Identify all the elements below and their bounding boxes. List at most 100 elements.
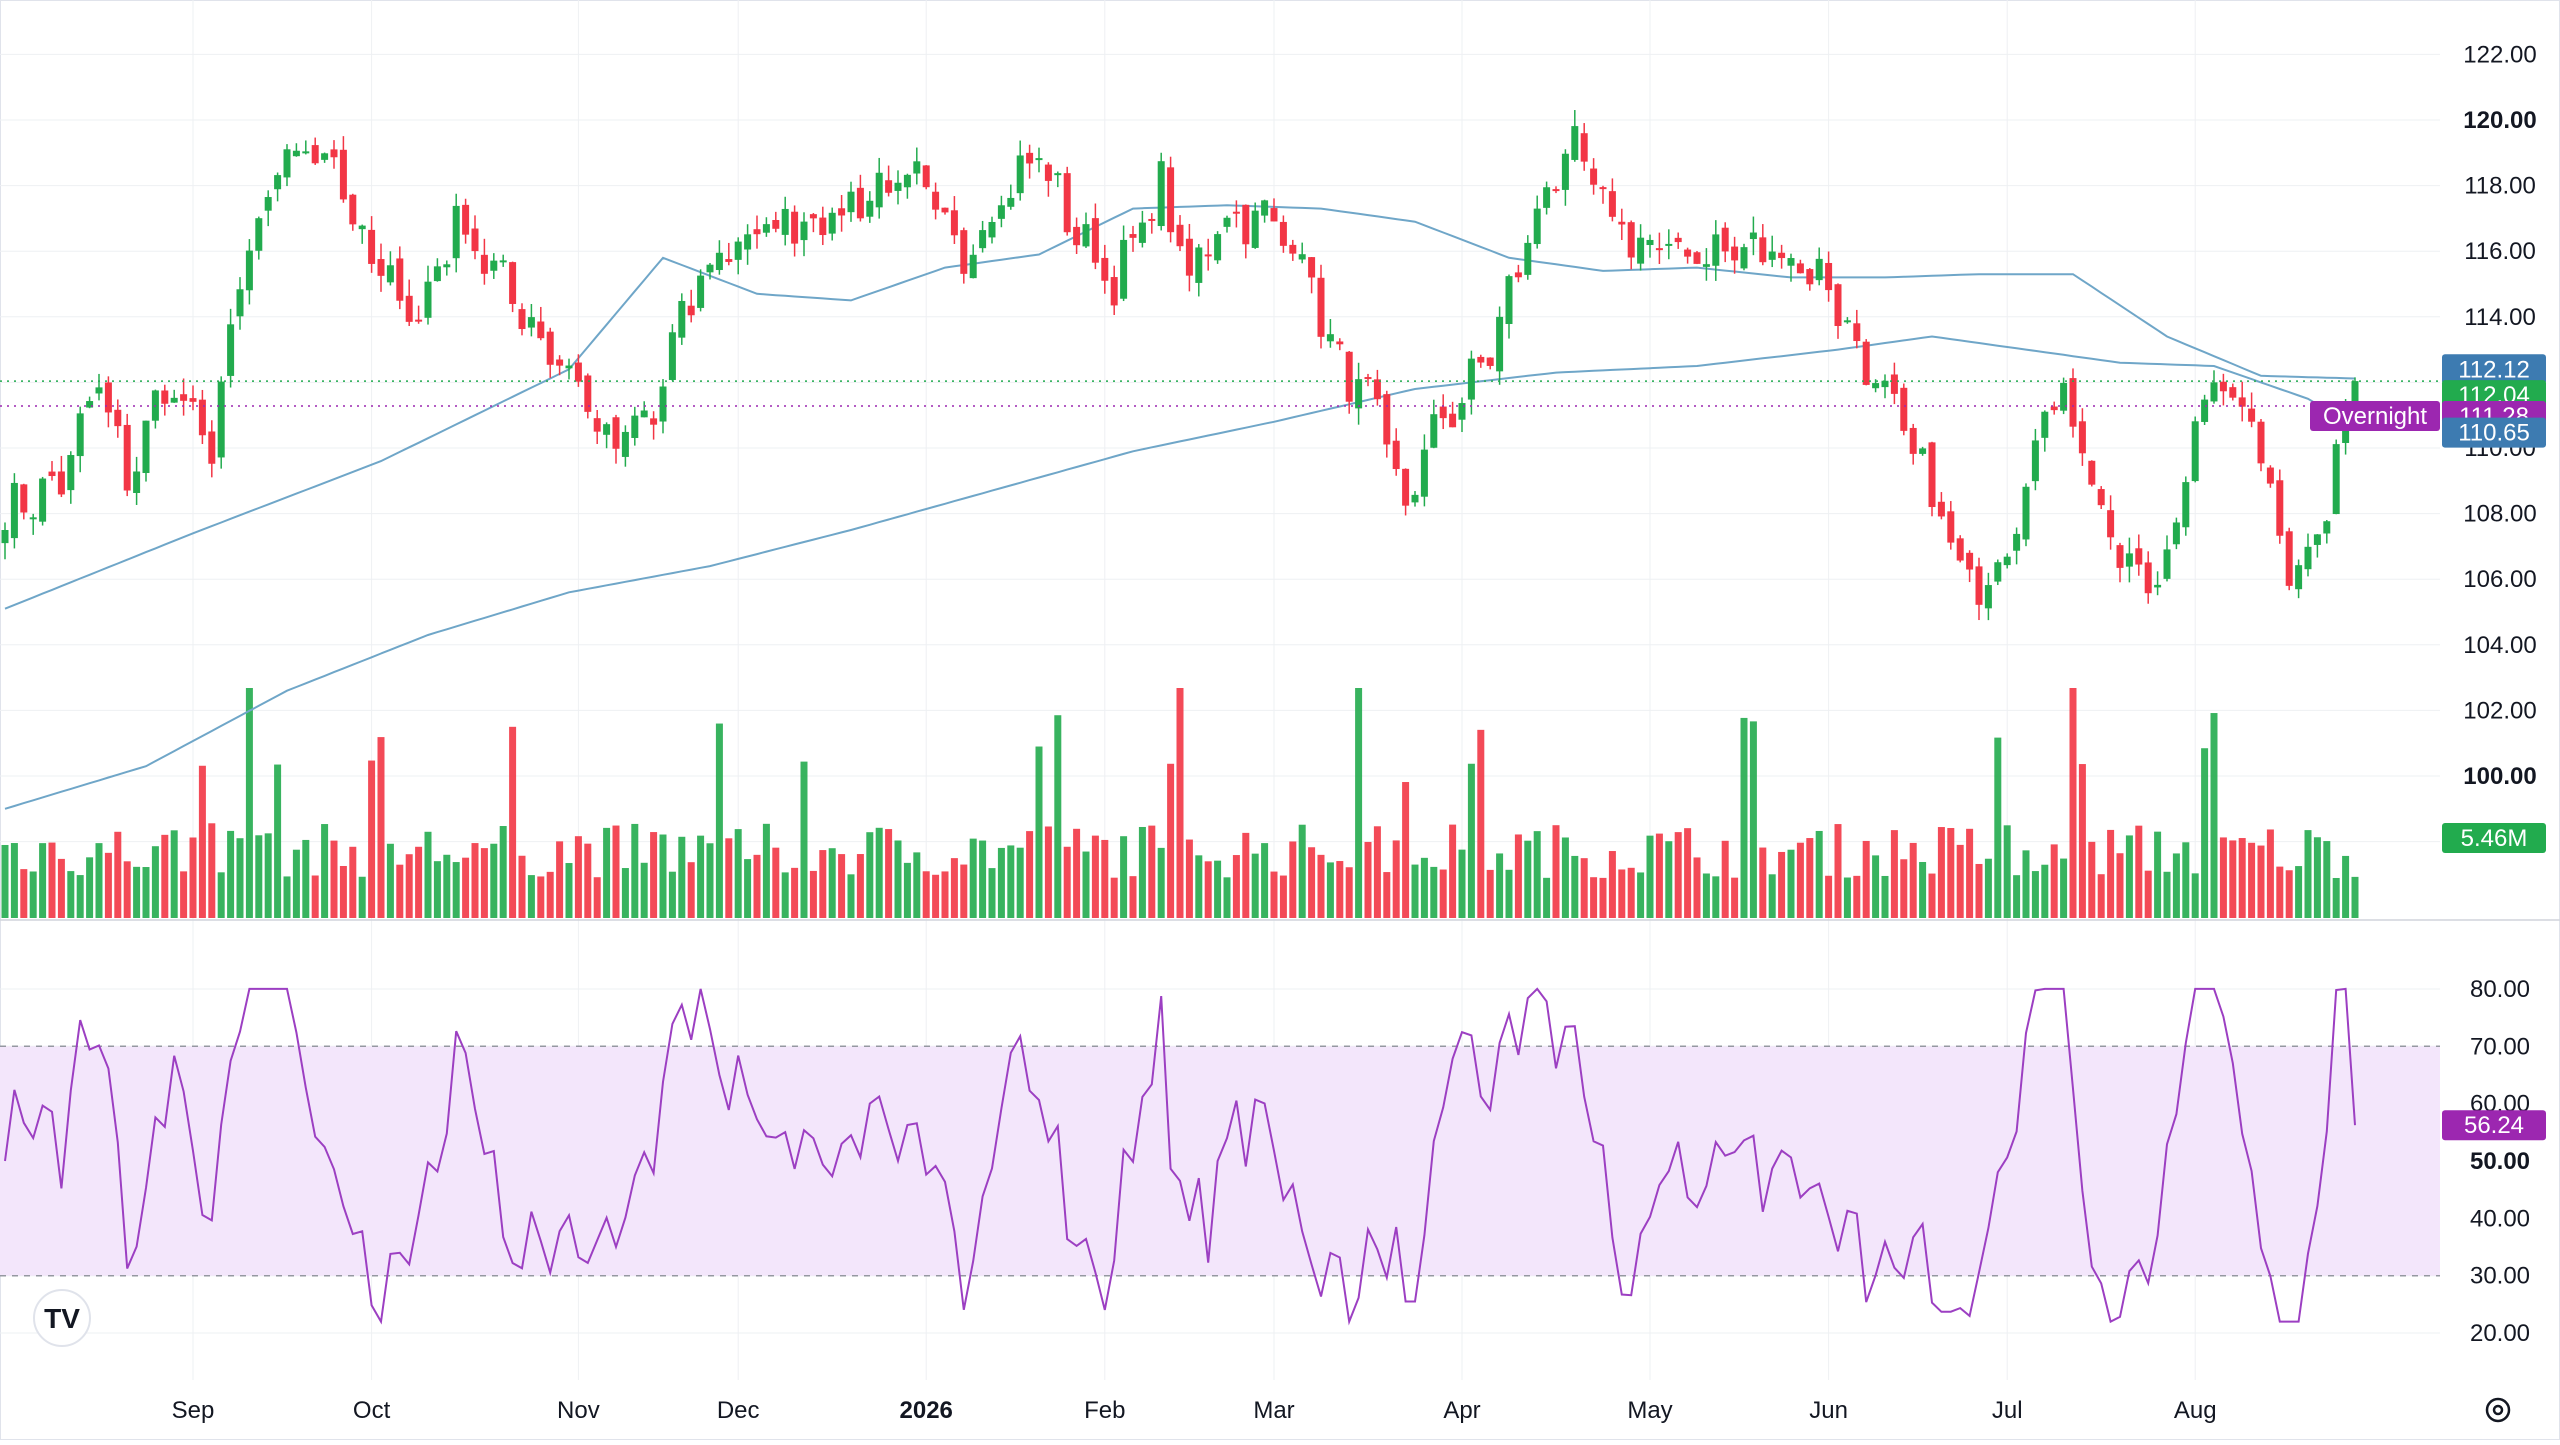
candle-body <box>396 258 404 301</box>
volume-bar <box>1261 843 1269 918</box>
volume-bar <box>1580 858 1588 918</box>
candle-body <box>2238 397 2246 407</box>
volume-bar <box>76 875 84 918</box>
candle-body <box>1947 511 1955 543</box>
candle-body <box>772 220 780 229</box>
candle-body <box>161 390 169 404</box>
volume-bar <box>142 867 150 918</box>
candle-body <box>1449 413 1457 428</box>
volume-bar <box>2323 841 2331 918</box>
candle-body <box>1655 248 1663 251</box>
candle-body <box>725 259 733 262</box>
time-tick-label: Feb <box>1084 1397 1125 1424</box>
time-tick-label: Dec <box>717 1397 760 1424</box>
candle-body <box>2276 480 2284 536</box>
volume-bar <box>1430 866 1438 918</box>
candle-body <box>2182 482 2190 528</box>
volume-bar <box>1120 836 1128 918</box>
time-tick-label: May <box>1627 1397 1672 1424</box>
volume-bar <box>170 830 178 918</box>
candle-body <box>809 214 817 219</box>
candle-body <box>518 309 526 330</box>
candle-body <box>29 517 37 520</box>
volume-bar <box>133 866 141 918</box>
settings-gear-icon[interactable] <box>2485 1397 2511 1423</box>
volume-bar <box>443 854 451 918</box>
volume-bar <box>1524 840 1532 918</box>
candle-body <box>1430 414 1438 448</box>
volume-bar <box>2172 853 2180 918</box>
volume-bar <box>424 831 432 918</box>
candle-body <box>2229 387 2237 398</box>
price-tick-label: 100.00 <box>2463 763 2536 790</box>
volume-bar <box>1759 847 1767 918</box>
candle-body <box>1467 358 1475 400</box>
candle-body <box>2069 378 2077 427</box>
volume-bar <box>1101 839 1109 918</box>
candle-body <box>104 382 112 413</box>
tradingview-logo[interactable]: TV <box>33 1289 91 1347</box>
candle-body <box>1796 263 1804 274</box>
volume-bar <box>546 871 554 918</box>
candle-body <box>697 275 705 308</box>
candle-body <box>349 194 357 225</box>
volume-bar <box>490 843 498 918</box>
volume-label-bg <box>2442 823 2546 853</box>
candle-body <box>1120 239 1128 299</box>
time-tick-label: 2026 <box>900 1397 953 1424</box>
volume-bar <box>1449 824 1457 918</box>
overnight-badge-text: Overnight <box>2323 403 2427 430</box>
volume-bar <box>2069 688 2077 918</box>
volume-bar <box>2238 838 2246 918</box>
volume-bar <box>405 854 413 918</box>
volume-bar <box>2135 825 2143 918</box>
candle-body <box>650 418 658 425</box>
candle-body <box>1984 585 1992 609</box>
volume-bar <box>86 857 94 918</box>
volume-bar <box>697 835 705 918</box>
volume-bar <box>650 832 658 918</box>
candle-body <box>1693 252 1701 264</box>
volume-bar <box>2257 845 2265 918</box>
volume-bar <box>462 857 470 918</box>
volume-bar <box>903 862 911 918</box>
candle-body <box>1270 208 1278 222</box>
candle-body <box>10 482 18 539</box>
candle-body <box>838 208 846 216</box>
candle-body <box>1486 357 1494 366</box>
rsi-band <box>0 1045 2440 1277</box>
volume-bar <box>1336 861 1344 918</box>
volume-bar <box>960 864 968 918</box>
price-tick-label: 118.00 <box>2464 173 2536 200</box>
volume-bar <box>1637 872 1645 918</box>
candle-body <box>48 471 56 477</box>
candle-body <box>2172 522 2180 545</box>
volume-label: 5.46M <box>2442 823 2546 853</box>
candle-body <box>1956 538 1964 561</box>
volume-bar <box>255 835 263 918</box>
volume-bar <box>2003 825 2011 918</box>
candle-body <box>1336 341 1344 345</box>
candle-body <box>433 266 441 282</box>
candle-body <box>1477 356 1485 363</box>
candle-body <box>847 191 855 213</box>
candle-body <box>142 420 150 474</box>
candle-body <box>95 387 103 394</box>
candle-body <box>875 172 883 208</box>
candle-body <box>1740 247 1748 269</box>
candle-body <box>1975 566 1983 605</box>
candle-body <box>828 212 836 234</box>
candle-body <box>932 191 940 210</box>
volume-bar <box>67 871 75 918</box>
volume-bar <box>1467 763 1475 918</box>
volume-bar <box>1684 828 1692 918</box>
volume-bar <box>1890 830 1898 918</box>
volume-bar <box>2088 841 2096 918</box>
price-labels: 112.12112.04111.28110.65Overnight5.46M56… <box>2310 354 2546 1141</box>
candle-body <box>631 415 639 438</box>
candle-body <box>1900 387 1908 431</box>
volume-bar <box>1063 846 1071 918</box>
candle-body <box>1721 227 1729 252</box>
